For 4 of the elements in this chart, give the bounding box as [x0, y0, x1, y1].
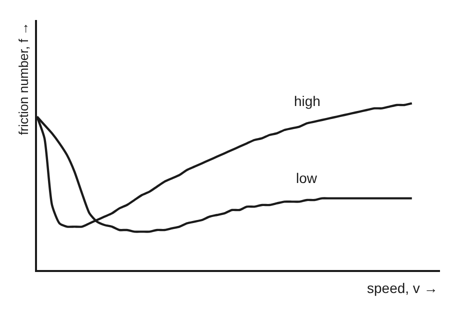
- y-axis-title: friction number, f →: [16, 22, 31, 135]
- series-label: low: [296, 170, 318, 186]
- x-axis-title: speed, v →: [367, 280, 438, 296]
- series-label: high: [294, 93, 320, 109]
